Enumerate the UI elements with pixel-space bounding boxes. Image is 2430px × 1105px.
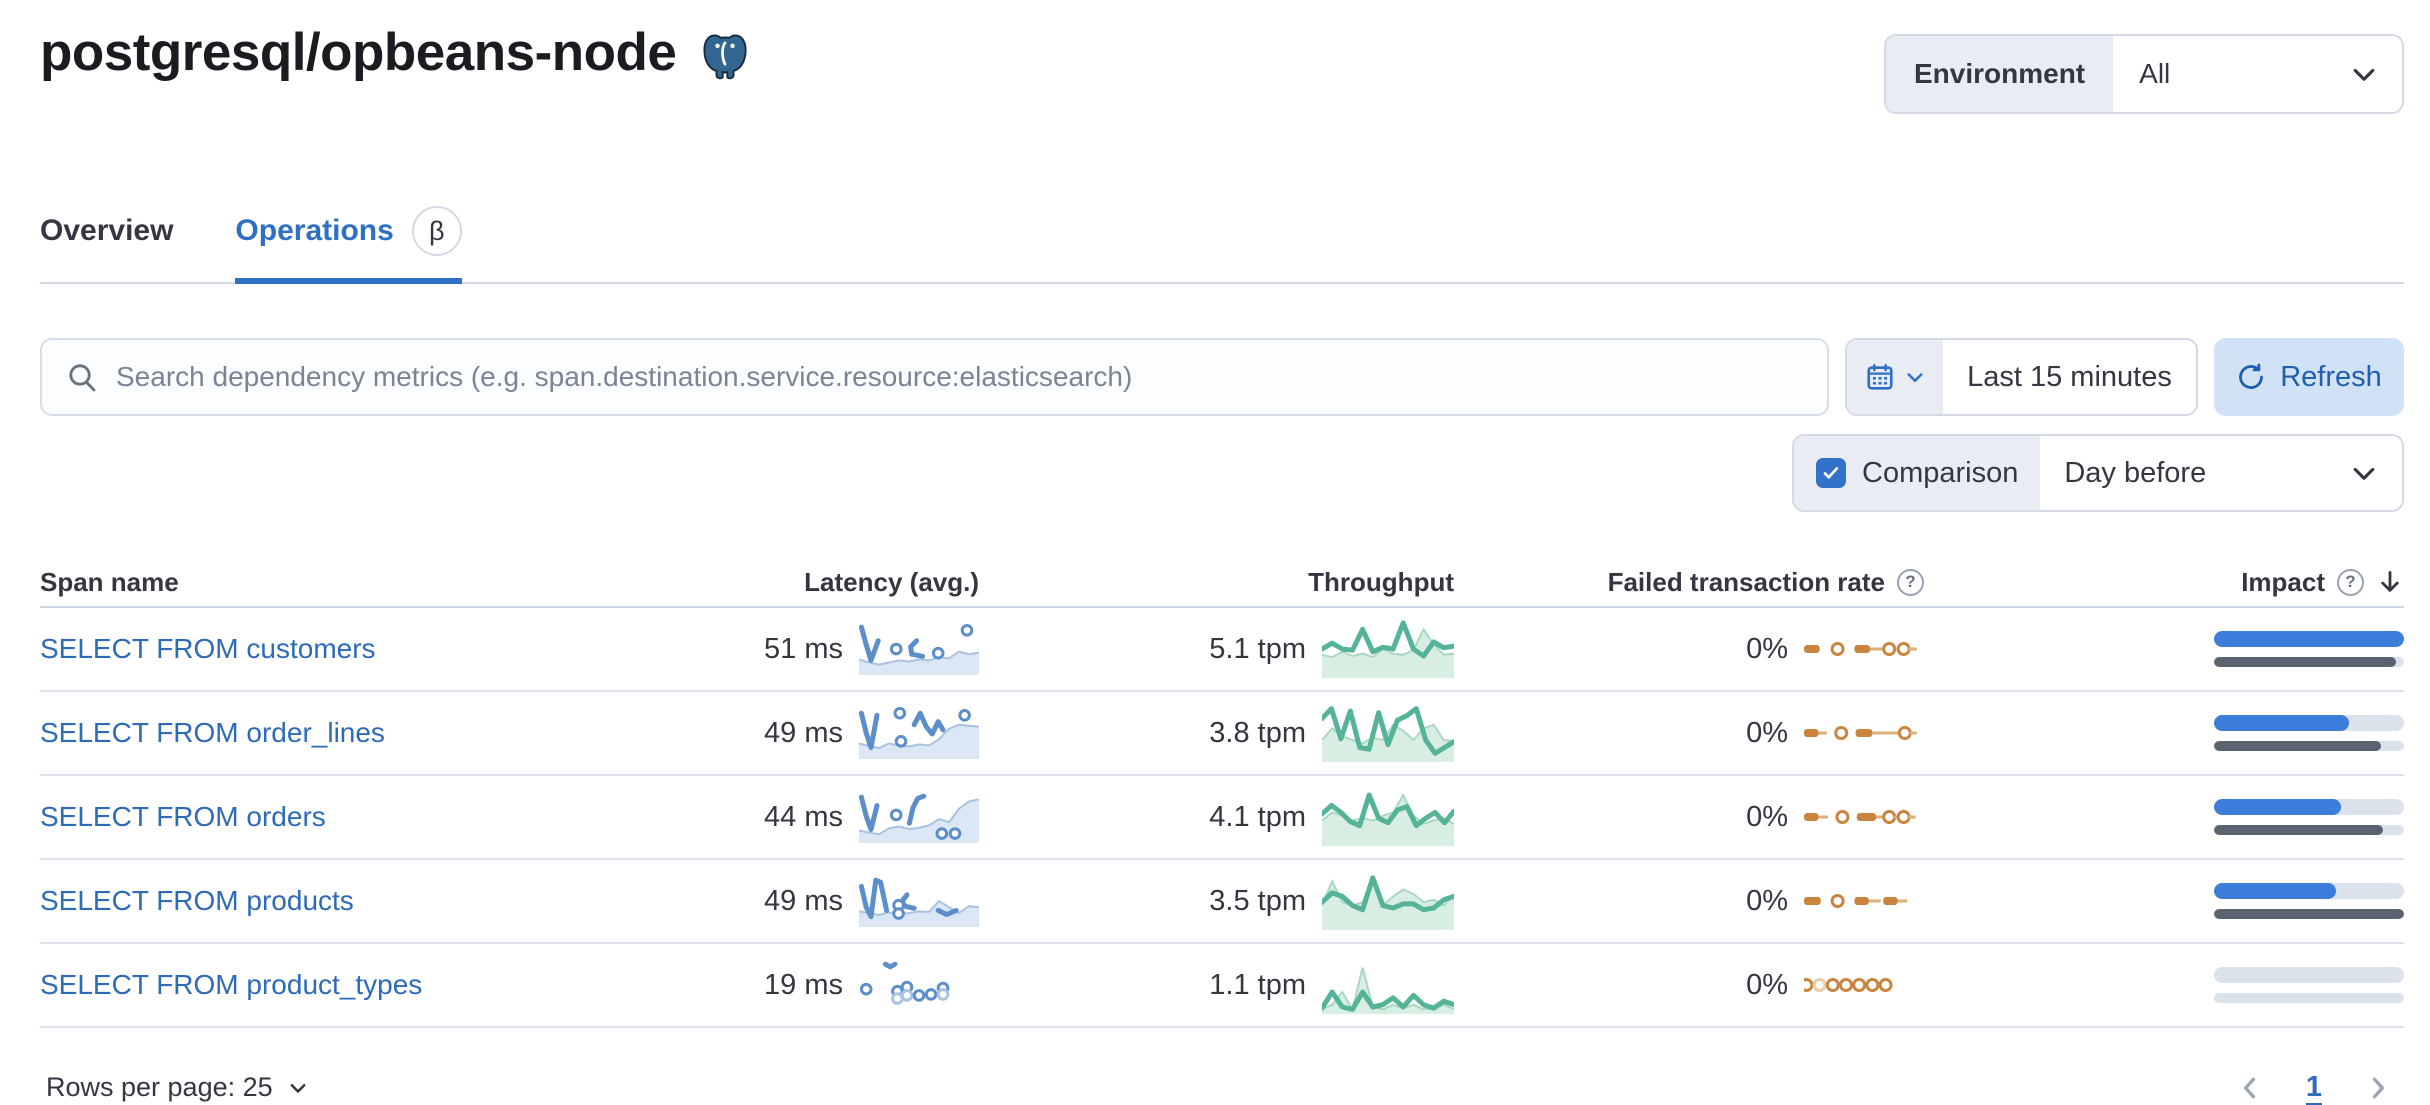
throughput-value: 4.1 tpm xyxy=(1209,800,1306,833)
refresh-icon xyxy=(2236,362,2266,392)
latency-sparkline xyxy=(859,959,979,1011)
chevron-down-icon xyxy=(2350,36,2402,112)
table-body: SELECT FROM customers 51 ms 5.1 tpm 0% S… xyxy=(40,608,2404,1028)
controls-row: Last 15 minutes Refresh xyxy=(40,338,2404,416)
throughput-sparkline xyxy=(1322,704,1454,762)
table-footer: Rows per page: 25 1 xyxy=(40,1070,2404,1105)
date-picker[interactable]: Last 15 minutes xyxy=(1845,338,2198,416)
latency-value: 49 ms xyxy=(764,884,843,917)
comparison-select[interactable]: Day before xyxy=(2040,436,2402,510)
calendar-icon xyxy=(1865,362,1895,392)
throughput-value: 5.1 tpm xyxy=(1209,632,1306,665)
environment-value: All xyxy=(2139,58,2171,89)
impact-bars xyxy=(2214,883,2404,919)
failed-rate-sparkline xyxy=(1804,633,1924,665)
chevron-down-icon xyxy=(287,1077,309,1099)
column-header-latency: Latency (avg.) xyxy=(804,566,979,597)
impact-bars xyxy=(2214,799,2404,835)
tab-overview-label: Overview xyxy=(40,214,174,247)
latency-sparkline xyxy=(859,791,979,843)
comparison-row: Comparison Day before xyxy=(40,434,2404,512)
comparison-checkbox[interactable] xyxy=(1816,458,1846,488)
search-icon xyxy=(66,361,98,393)
title-wrap: postgresql/opbeans-node xyxy=(40,22,750,83)
environment-select[interactable]: Environment All xyxy=(1884,34,2404,114)
page-title: postgresql/opbeans-node xyxy=(40,23,677,82)
failed-rate-value: 0% xyxy=(1746,968,1788,1001)
span-link[interactable]: SELECT FROM order_lines xyxy=(40,717,385,748)
pagination: 1 xyxy=(2236,1070,2404,1105)
latency-sparkline xyxy=(859,875,979,927)
comparison-label: Comparison xyxy=(1862,456,2019,489)
table-row: SELECT FROM product_types 19 ms 1.1 tpm … xyxy=(40,944,2404,1028)
failed-rate-sparkline xyxy=(1804,801,1924,833)
failed-rate-sparkline xyxy=(1804,717,1924,749)
latency-sparkline xyxy=(859,623,979,675)
comparison-control: Comparison Day before xyxy=(1792,434,2404,512)
chevron-down-icon xyxy=(1905,367,1925,387)
table-row: SELECT FROM orders 44 ms 4.1 tpm 0% xyxy=(40,776,2404,860)
date-picker-quick-menu[interactable] xyxy=(1847,340,1943,414)
table-row: SELECT FROM order_lines 49 ms 3.8 tpm 0% xyxy=(40,692,2404,776)
latency-value: 49 ms xyxy=(764,716,843,749)
refresh-label: Refresh xyxy=(2280,360,2382,393)
column-header-span-name: Span name xyxy=(40,566,179,597)
refresh-button[interactable]: Refresh xyxy=(2214,338,2404,416)
throughput-sparkline xyxy=(1322,788,1454,846)
column-header-failed-rate: Failed transaction rate ? xyxy=(1454,567,1924,598)
comparison-value: Day before xyxy=(2064,456,2207,489)
latency-value: 19 ms xyxy=(764,968,843,1001)
throughput-value: 1.1 tpm xyxy=(1209,968,1306,1001)
beta-badge: β xyxy=(411,206,462,256)
postgresql-icon xyxy=(700,30,750,80)
failed-rate-value: 0% xyxy=(1746,632,1788,665)
latency-value: 44 ms xyxy=(764,800,843,833)
time-range-value[interactable]: Last 15 minutes xyxy=(1967,360,2172,393)
failed-rate-sparkline xyxy=(1804,969,1924,1001)
table-row: SELECT FROM products 49 ms 3.5 tpm 0% xyxy=(40,860,2404,944)
failed-rate-sparkline xyxy=(1804,885,1924,917)
throughput-sparkline xyxy=(1322,956,1454,1014)
tab-operations-label: Operations xyxy=(235,214,394,247)
column-header-impact[interactable]: Impact ? xyxy=(1924,567,2404,598)
table-header-row: Span name Latency (avg.) Throughput Fail… xyxy=(40,558,2404,608)
search-bar xyxy=(40,338,1829,416)
page-1-button[interactable]: 1 xyxy=(2300,1070,2328,1105)
throughput-value: 3.5 tpm xyxy=(1209,884,1306,917)
help-icon[interactable]: ? xyxy=(2337,568,2364,596)
rows-per-page-button[interactable]: Rows per page: 25 xyxy=(40,1071,315,1104)
impact-bars xyxy=(2214,715,2404,751)
latency-value: 51 ms xyxy=(764,632,843,665)
span-link[interactable]: SELECT FROM product_types xyxy=(40,969,423,1000)
column-header-throughput: Throughput xyxy=(1308,566,1454,597)
span-link[interactable]: SELECT FROM orders xyxy=(40,801,326,832)
span-link[interactable]: SELECT FROM customers xyxy=(40,633,376,664)
tab-operations[interactable]: Operations β xyxy=(235,206,463,284)
environment-label: Environment xyxy=(1886,36,2114,112)
page-header: postgresql/opbeans-node Environment All xyxy=(40,0,2404,114)
failed-rate-value: 0% xyxy=(1746,716,1788,749)
previous-page-button[interactable] xyxy=(2236,1074,2264,1102)
tab-bar: Overview Operations β xyxy=(40,206,2404,284)
throughput-value: 3.8 tpm xyxy=(1209,716,1306,749)
impact-bars xyxy=(2214,631,2404,667)
search-input[interactable] xyxy=(114,360,1803,394)
chevron-down-icon xyxy=(2350,459,2378,487)
rows-per-page-label: Rows per page: 25 xyxy=(46,1072,273,1102)
sort-desc-icon xyxy=(2376,568,2404,596)
comparison-toggle: Comparison xyxy=(1794,436,2041,510)
tab-overview[interactable]: Overview xyxy=(40,206,173,282)
next-page-button[interactable] xyxy=(2364,1074,2392,1102)
throughput-sparkline xyxy=(1322,620,1454,678)
impact-bars xyxy=(2214,967,2404,1003)
failed-rate-value: 0% xyxy=(1746,800,1788,833)
span-link[interactable]: SELECT FROM products xyxy=(40,885,354,916)
table-row: SELECT FROM customers 51 ms 5.1 tpm 0% xyxy=(40,608,2404,692)
latency-sparkline xyxy=(859,707,979,759)
failed-rate-value: 0% xyxy=(1746,884,1788,917)
throughput-sparkline xyxy=(1322,872,1454,930)
help-icon[interactable]: ? xyxy=(1897,568,1924,596)
operations-table: Span name Latency (avg.) Throughput Fail… xyxy=(40,558,2404,1028)
